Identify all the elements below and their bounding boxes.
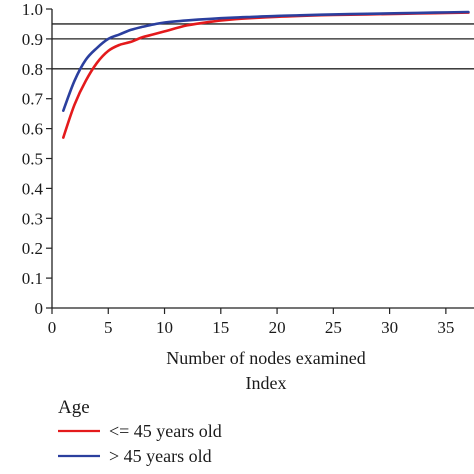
- x-tick-label: 30: [381, 318, 398, 337]
- x-axis-title: Number of nodes examined: [166, 348, 365, 368]
- y-tick-label: 0.4: [22, 179, 44, 198]
- y-tick-label: 0.8: [22, 60, 43, 79]
- y-tick-label: 0.1: [22, 269, 43, 288]
- y-tick-label: 0: [35, 299, 44, 318]
- y-tick-label: 0.2: [22, 239, 43, 258]
- y-ticks: 0 0.1 0.2 0.3 0.4 0.5 0.6 0.7 0.8 0.9 1.0: [22, 0, 52, 318]
- x-tick-label: 35: [437, 318, 454, 337]
- legend: <= 45 years old > 45 years old: [58, 421, 222, 466]
- x-tick-label: 20: [269, 318, 286, 337]
- x-axis-subtitle: Index: [246, 373, 287, 393]
- x-tick-label: 5: [104, 318, 113, 337]
- x-tick-label: 15: [212, 318, 229, 337]
- x-tick-label: 25: [325, 318, 342, 337]
- y-tick-label: 1.0: [22, 0, 43, 19]
- reference-lines: [52, 23, 474, 70]
- x-tick-label: 10: [156, 318, 173, 337]
- y-tick-label: 0.3: [22, 209, 43, 228]
- y-tick-label: 0.7: [22, 90, 44, 109]
- x-tick-label: 0: [48, 318, 57, 337]
- y-tick-label: 0.5: [22, 150, 43, 169]
- series-line-gt-45: [62, 10, 470, 112]
- y-tick-label: 0.6: [22, 120, 43, 139]
- axes: [51, 9, 474, 309]
- y-tick-label: 0.9: [22, 30, 43, 49]
- legend-label: > 45 years old: [109, 446, 212, 466]
- legend-title: Age: [58, 397, 90, 418]
- x-ticks: 0 5 10 15 20 25 30 35: [48, 308, 454, 337]
- series-lines: [62, 10, 470, 139]
- legend-label: <= 45 years old: [109, 421, 222, 441]
